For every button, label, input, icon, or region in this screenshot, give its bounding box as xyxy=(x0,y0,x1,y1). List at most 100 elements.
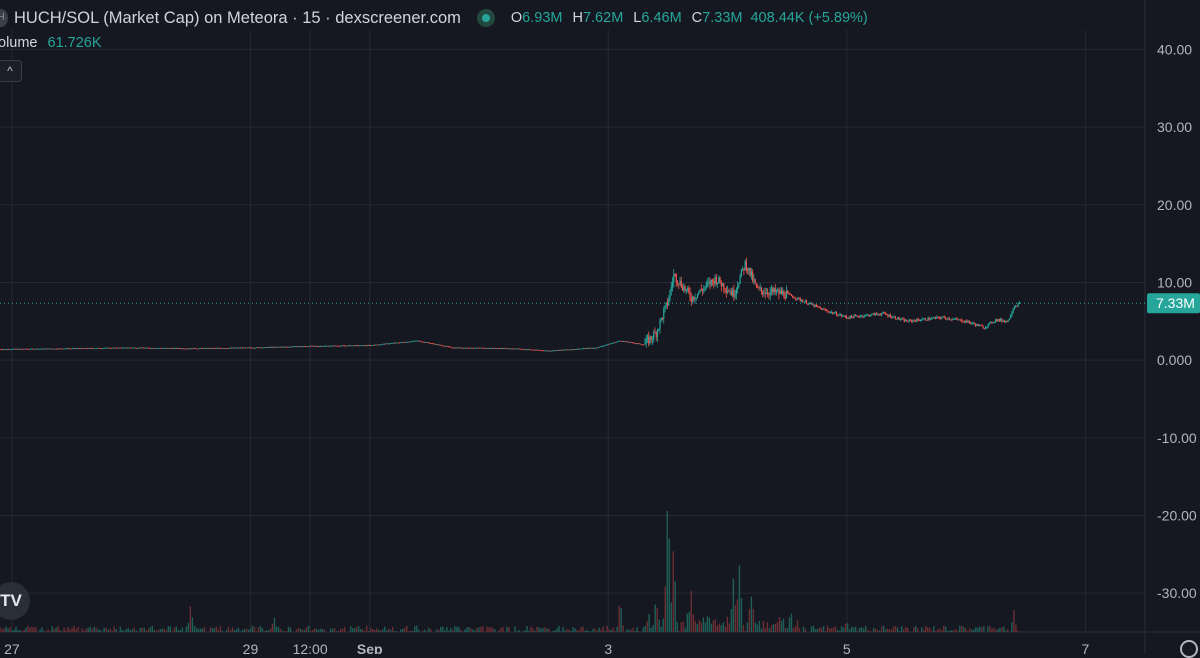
candle-body xyxy=(825,310,828,312)
candle-body xyxy=(872,313,874,315)
candle-body xyxy=(976,324,978,326)
high-value: 7.62M xyxy=(582,10,624,26)
candle-body xyxy=(127,347,129,349)
price-axis-label: -20.00 xyxy=(1157,507,1197,523)
candle-body xyxy=(170,348,173,349)
volume-bar xyxy=(59,630,61,632)
volume-bar xyxy=(993,627,995,632)
candle-body xyxy=(631,342,634,344)
candle-body xyxy=(837,315,839,317)
volume-bar xyxy=(750,596,753,632)
candle-body xyxy=(650,336,652,340)
volume-bar xyxy=(678,630,680,632)
candle-body xyxy=(456,347,458,349)
candle-body xyxy=(232,347,234,349)
eye-icon[interactable] xyxy=(476,9,495,27)
candle-body xyxy=(135,348,138,349)
candle-body xyxy=(178,348,180,349)
volume-bar xyxy=(458,627,460,632)
volume-bar xyxy=(786,628,789,632)
candle-body xyxy=(921,320,923,321)
candle-body xyxy=(64,348,66,350)
volume-bar xyxy=(201,628,204,632)
settings-icon[interactable] xyxy=(1180,640,1198,658)
candle-body xyxy=(426,342,428,344)
candle-body xyxy=(124,347,126,349)
candle-body xyxy=(510,348,512,350)
volume-bar xyxy=(620,608,622,632)
candle-body xyxy=(353,345,356,347)
volume-bar xyxy=(900,626,903,632)
candle-body xyxy=(396,342,398,344)
candle-body xyxy=(599,346,601,348)
candle-body xyxy=(4,349,6,350)
candle-body xyxy=(526,349,528,351)
candle-body xyxy=(550,350,552,352)
candle-body xyxy=(767,292,769,295)
candle-body xyxy=(318,346,320,347)
candle-body xyxy=(565,349,567,351)
candle-body xyxy=(944,317,947,319)
tradingview-logo-icon[interactable]: TV xyxy=(0,582,30,620)
candle-body xyxy=(338,346,340,347)
volume-bar xyxy=(402,628,404,632)
candle-body xyxy=(154,348,156,350)
candle-body xyxy=(452,347,454,349)
candle-body xyxy=(588,348,590,349)
candle-body xyxy=(669,290,671,300)
volume-bar xyxy=(804,628,807,632)
candle-body xyxy=(1002,320,1004,322)
candle-body xyxy=(711,279,714,281)
candle-body xyxy=(395,342,397,344)
volume-bar xyxy=(508,626,510,632)
candle-body xyxy=(158,347,160,349)
volume-bar xyxy=(949,630,951,632)
candle-body xyxy=(313,345,315,347)
candle-body xyxy=(952,319,954,320)
candle-body xyxy=(217,347,219,349)
volume-bar xyxy=(748,608,751,632)
candle-body xyxy=(909,319,912,321)
price-axis-label: -10.00 xyxy=(1157,430,1197,446)
candle-body xyxy=(454,347,456,349)
candle-body xyxy=(13,348,15,350)
candle-body xyxy=(459,347,461,349)
volume-bar xyxy=(648,613,650,632)
candle-body xyxy=(673,274,675,283)
volume-bar xyxy=(642,627,644,632)
candle-body xyxy=(90,348,93,349)
candle-body xyxy=(780,290,783,294)
low-label: L xyxy=(633,10,642,26)
volume-bar xyxy=(301,629,304,632)
candle-body xyxy=(525,349,527,351)
candle-body xyxy=(155,348,158,349)
candle-body xyxy=(716,282,719,284)
volume-bar xyxy=(93,627,95,632)
candle-body xyxy=(259,347,262,349)
candle-body xyxy=(998,319,1000,321)
volume-bar xyxy=(299,628,302,632)
volume-bar xyxy=(850,626,853,632)
candle-body xyxy=(68,348,70,350)
candle-body xyxy=(879,314,881,316)
candle-body xyxy=(703,288,705,292)
candle-body xyxy=(46,348,49,350)
volume-bar xyxy=(428,627,430,632)
candle-body xyxy=(177,348,179,349)
candle-body xyxy=(472,348,474,349)
volume-bar xyxy=(676,621,678,632)
close-value: 7.33M xyxy=(702,10,743,26)
volume-bar xyxy=(740,598,743,632)
volume-bar xyxy=(253,627,256,632)
candle-body xyxy=(699,289,701,293)
candle-body xyxy=(175,347,178,349)
candle-body xyxy=(484,347,486,349)
candle-body xyxy=(202,348,204,350)
volume-bar xyxy=(452,629,454,632)
volume-bar xyxy=(913,627,915,632)
candle-body xyxy=(689,292,691,298)
collapse-legend-button[interactable]: ^ xyxy=(0,60,22,82)
candle-body xyxy=(501,348,503,349)
candle-body xyxy=(539,350,541,351)
